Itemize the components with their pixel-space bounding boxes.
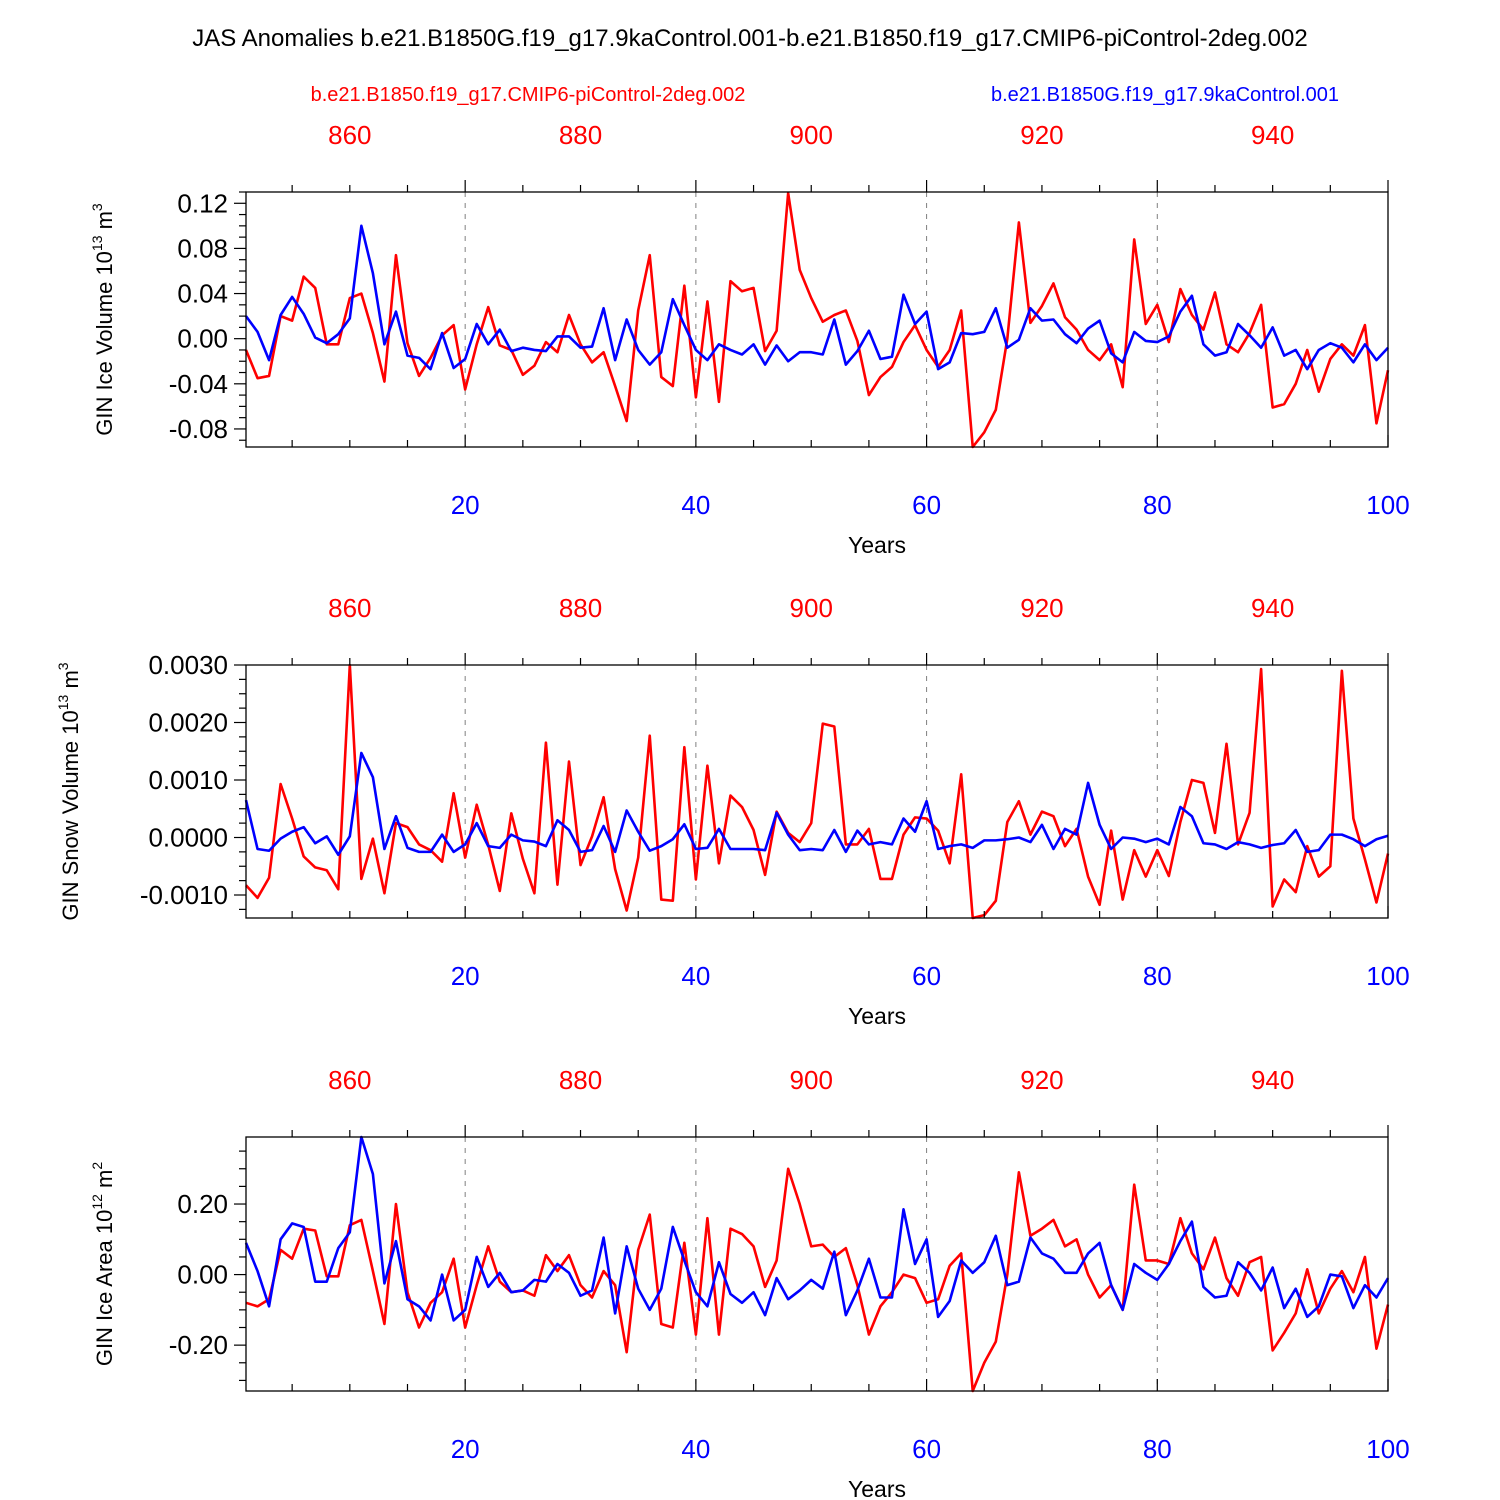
y-axis-label: GIN Snow Volume 1013 m3 — [55, 662, 83, 920]
top-x-tick-label: 860 — [328, 593, 371, 623]
y-tick-label: -0.04 — [169, 369, 228, 399]
plot-frame — [245, 664, 1389, 919]
y-axis-label: GIN Ice Volume 1013 m3 — [89, 203, 117, 436]
y-tick-label: 0.04 — [177, 279, 228, 309]
y-tick-label: -0.08 — [169, 414, 228, 444]
x-tick-label: 100 — [1366, 961, 1409, 991]
series-line-red — [244, 191, 1390, 449]
x-tick-label: 100 — [1366, 490, 1409, 520]
top-x-tick-label: 920 — [1020, 593, 1063, 623]
chart-title: JAS Anomalies b.e21.B1850G.f19_g17.9kaCo… — [192, 25, 1307, 52]
y-tick-label: 0.00 — [177, 1260, 228, 1290]
top-x-tick-label: 880 — [559, 593, 602, 623]
x-tick-label: 40 — [681, 1434, 710, 1464]
x-tick-label: 40 — [681, 961, 710, 991]
top-x-tick-label: 940 — [1251, 593, 1294, 623]
top-x-tick-label: 900 — [790, 1065, 833, 1095]
top-x-tick-label: 920 — [1020, 1065, 1063, 1095]
top-x-tick-label: 880 — [559, 1065, 602, 1095]
y-axis-label-exponent: 12 — [89, 1194, 105, 1210]
y-axis-label-exponent: 2 — [89, 1162, 105, 1170]
y-tick-label: 0.0020 — [148, 708, 228, 738]
panel-2: 20 40 60 80 100 860 880 900 920 940 Years -0.0010 0.… — [55, 593, 1410, 1029]
y-tick-label: 0.00 — [177, 324, 228, 354]
y-axis-label-exponent: 3 — [55, 662, 71, 670]
plot-frame — [245, 191, 1389, 448]
panel-3: 20 40 60 80 100 860 880 900 920 940 Years -0.20 0.00… — [89, 1065, 1410, 1500]
y-axis-label-text: m — [58, 670, 83, 694]
top-x-tick-label: 880 — [559, 120, 602, 150]
top-x-tick-label: 940 — [1251, 120, 1294, 150]
top-x-tick-label: 860 — [328, 1065, 371, 1095]
x-tick-label: 20 — [451, 1434, 480, 1464]
y-axis-label-exponent: 3 — [89, 203, 105, 211]
y-axis-label-exponent: 13 — [89, 235, 105, 251]
top-x-tick-label: 940 — [1251, 1065, 1294, 1095]
x-tick-label: 20 — [451, 961, 480, 991]
y-axis-label-text: m — [92, 1170, 117, 1194]
y-tick-label: 0.12 — [177, 188, 228, 218]
top-x-tick-label: 920 — [1020, 120, 1063, 150]
x-tick-label: 80 — [1143, 961, 1172, 991]
plot-frame — [245, 1136, 1389, 1392]
panel-1: 20 40 60 80 100 860 880 900 920 940 Years -0.08 -0.0… — [89, 120, 1410, 558]
top-x-tick-label: 900 — [790, 120, 833, 150]
y-tick-label: 0.08 — [177, 233, 228, 263]
y-axis-label: GIN Ice Area 1012 m2 — [89, 1162, 117, 1367]
y-axis-label-text: GIN Ice Area 10 — [92, 1210, 117, 1367]
x-tick-label: 100 — [1366, 1434, 1409, 1464]
y-tick-label: 0.0000 — [148, 823, 228, 853]
x-axis-label: Years — [848, 532, 906, 558]
x-axis-label: Years — [848, 1476, 906, 1500]
x-tick-label: 20 — [451, 490, 480, 520]
y-axis-label-text: GIN Ice Volume 10 — [92, 251, 117, 436]
series-line-blue — [244, 1135, 1390, 1322]
y-axis-label-exponent: 13 — [55, 694, 71, 710]
x-tick-label: 40 — [681, 490, 710, 520]
x-tick-label: 80 — [1143, 490, 1172, 520]
legend-red-label: b.e21.B1850.f19_g17.CMIP6-piControl-2deg… — [311, 84, 746, 106]
series-line-blue — [244, 751, 1389, 857]
y-tick-label: -0.0010 — [140, 880, 228, 910]
top-x-tick-label: 860 — [328, 120, 371, 150]
x-tick-label: 60 — [912, 961, 941, 991]
y-tick-label: -0.20 — [169, 1330, 228, 1360]
y-axis-label-text: GIN Snow Volume 10 — [58, 710, 83, 920]
x-axis-label: Years — [848, 1003, 906, 1029]
y-tick-label: 0.0030 — [148, 650, 228, 680]
y-tick-label: 0.0010 — [148, 765, 228, 795]
top-x-tick-label: 900 — [790, 593, 833, 623]
series-line-red — [245, 1167, 1390, 1393]
series-line-red — [245, 663, 1390, 920]
x-tick-label: 60 — [912, 490, 941, 520]
legend-blue-label: b.e21.B1850G.f19_g17.9kaControl.001 — [991, 84, 1339, 106]
x-tick-label: 80 — [1143, 1434, 1172, 1464]
x-tick-label: 60 — [912, 1434, 941, 1464]
y-tick-label: 0.20 — [177, 1189, 228, 1219]
series-line-blue — [244, 224, 1389, 371]
y-axis-label-text: m — [92, 211, 117, 235]
